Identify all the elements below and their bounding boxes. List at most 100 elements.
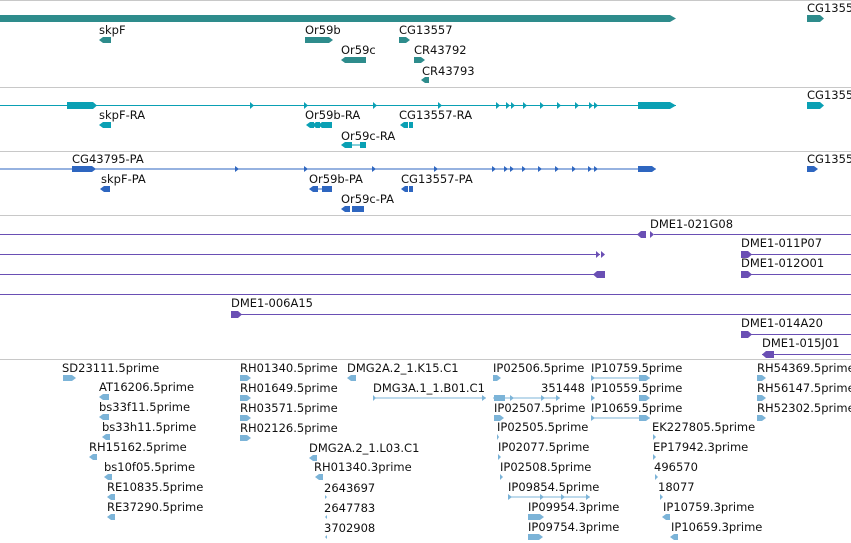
clone-end[interactable] [741,331,752,338]
cds-label[interactable]: Or59b-PA [309,172,363,186]
est-feature[interactable] [240,375,251,381]
est-feature[interactable] [107,494,115,500]
est-feature[interactable] [639,395,650,401]
est-feature[interactable] [639,415,650,421]
est-feature[interactable] [591,375,595,381]
exon[interactable] [540,102,544,109]
cds-segment[interactable] [538,166,542,172]
gene-label[interactable]: CG1355 [807,1,851,15]
est-feature[interactable] [104,474,112,480]
est-feature[interactable] [591,415,595,421]
est-feature[interactable] [639,375,650,381]
est-label[interactable]: DMG2A.2_1.L03.C1 [309,441,419,455]
est-feature[interactable] [510,395,514,401]
transcript-feature[interactable] [99,122,111,128]
clone-end[interactable] [741,271,752,278]
exon[interactable] [496,102,500,109]
est-feature[interactable] [494,395,505,401]
est-feature[interactable] [660,494,663,500]
gene-label[interactable]: Or59b [305,23,341,37]
est-label[interactable]: AT16206.5prime [99,380,194,394]
cds-segment[interactable] [352,206,364,212]
est-label[interactable]: DMG3A.1_1.B01.C1 [373,381,485,395]
cds-segment[interactable] [322,186,332,192]
cds-segment[interactable] [572,166,576,172]
est-feature[interactable] [63,375,76,381]
cds-segment[interactable] [594,166,598,172]
gene-feature[interactable] [399,37,410,43]
transcript-label[interactable]: CG13557-RA [399,108,472,122]
exon[interactable] [807,102,824,109]
est-label[interactable]: IP10559.5prime [591,381,682,395]
cds-segment[interactable] [100,186,110,192]
est-label[interactable]: RH01649.5prime [240,381,338,395]
est-label[interactable]: 351448 [541,381,585,395]
est-feature[interactable] [240,435,251,441]
transcript-feature[interactable] [306,122,314,128]
clone-end[interactable] [231,311,242,318]
est-label[interactable]: IP02507.5prime [494,401,585,415]
est-feature[interactable] [102,434,110,440]
exon[interactable] [304,102,308,109]
est-label[interactable]: 3702908 [324,521,375,535]
clone-label[interactable]: DME1-011P07 [741,236,822,250]
gene-feature[interactable] [99,37,111,43]
exon[interactable] [589,102,593,109]
est-label[interactable]: 18077 [658,480,695,494]
est-feature[interactable] [528,514,544,520]
cds-segment[interactable] [409,186,413,192]
transcript-label[interactable]: CG1355 [807,88,851,102]
est-label[interactable]: IP02505.5prime [497,420,588,434]
est-label[interactable]: IP10659.5prime [591,401,682,415]
transcript-feature[interactable] [360,142,366,148]
gene-feature[interactable] [807,15,824,22]
clone-label[interactable]: DME1-012O01 [741,256,824,270]
gene-label[interactable]: CG13557 [399,23,453,37]
gene-label[interactable]: Or59c [341,43,376,57]
est-feature[interactable] [347,375,356,381]
cds-label[interactable]: CG1355 [807,152,851,166]
cds-segment[interactable] [504,166,508,172]
est-label[interactable]: RH02126.5prime [240,421,338,435]
est-feature[interactable] [540,494,544,500]
cds-segment[interactable] [72,166,96,172]
est-label[interactable]: IP10659.3prime [671,520,762,534]
est-feature[interactable] [757,415,766,421]
est-feature[interactable] [497,434,499,440]
cds-segment[interactable] [555,166,559,172]
gene-label[interactable]: skpF [99,23,126,37]
cds-label[interactable]: Or59c-PA [341,192,394,206]
est-label[interactable]: IP09854.5prime [508,480,599,494]
est-label[interactable]: SD23111.5prime [62,361,159,375]
cds-segment[interactable] [510,166,514,172]
est-feature[interactable] [670,534,678,540]
est-label[interactable]: DMG2A.2_1.K15.C1 [347,361,459,375]
est-feature[interactable] [561,494,565,500]
exon[interactable] [523,102,527,109]
est-feature[interactable] [556,395,560,401]
cds-segment[interactable] [638,166,656,172]
clone-end[interactable] [650,231,654,238]
est-feature[interactable] [757,395,766,401]
est-feature[interactable] [653,434,656,440]
clone-end[interactable] [596,251,600,258]
transcript-label[interactable]: skpF-RA [99,108,145,122]
clone-label[interactable]: DME1-014A20 [741,316,823,330]
exon[interactable] [438,102,442,109]
transcript-label[interactable]: Or59c-RA [341,129,395,143]
cds-segment[interactable] [304,166,308,172]
exon[interactable] [250,102,254,109]
clone-end[interactable] [593,271,601,278]
clone-end[interactable] [601,251,605,258]
est-label[interactable]: RH03571.5prime [240,401,338,415]
gene-label[interactable]: CR43793 [422,64,475,78]
est-label[interactable]: IP02508.5prime [500,460,591,474]
transcript-feature[interactable] [341,142,352,148]
exon[interactable] [557,102,561,109]
est-label[interactable]: 496570 [654,460,698,474]
est-label[interactable]: RH52302.5prime [757,401,851,415]
est-feature[interactable] [240,415,251,421]
gene-feature[interactable] [414,57,425,63]
est-feature[interactable] [508,494,512,500]
est-label[interactable]: IP02077.5prime [498,440,589,454]
